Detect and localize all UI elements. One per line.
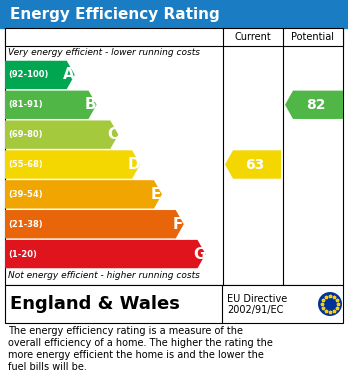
Bar xyxy=(5,28,343,46)
Text: (21-38): (21-38) xyxy=(8,220,42,229)
Text: The energy efficiency rating is a measure of the: The energy efficiency rating is a measur… xyxy=(8,326,243,336)
Text: Current: Current xyxy=(235,32,271,42)
Text: (1-20): (1-20) xyxy=(8,249,37,258)
Text: overall efficiency of a home. The higher the rating the: overall efficiency of a home. The higher… xyxy=(8,338,273,348)
Polygon shape xyxy=(5,61,75,89)
Text: G: G xyxy=(193,247,206,262)
Text: fuel bills will be.: fuel bills will be. xyxy=(8,362,87,372)
Polygon shape xyxy=(5,180,162,208)
Text: Not energy efficient - higher running costs: Not energy efficient - higher running co… xyxy=(8,271,200,280)
Polygon shape xyxy=(5,240,206,268)
Text: (81-91): (81-91) xyxy=(8,100,42,109)
Text: (69-80): (69-80) xyxy=(8,130,42,139)
Text: B: B xyxy=(85,97,96,112)
Text: F: F xyxy=(173,217,183,232)
Text: D: D xyxy=(128,157,141,172)
Text: (39-54): (39-54) xyxy=(8,190,42,199)
Text: E: E xyxy=(151,187,161,202)
Text: England & Wales: England & Wales xyxy=(10,295,180,313)
Bar xyxy=(5,28,343,285)
Polygon shape xyxy=(225,150,281,179)
Bar xyxy=(0,0,348,28)
Text: EU Directive: EU Directive xyxy=(227,294,287,304)
Polygon shape xyxy=(5,210,184,239)
Polygon shape xyxy=(285,91,343,119)
Text: A: A xyxy=(63,67,74,83)
Text: (55-68): (55-68) xyxy=(8,160,43,169)
Text: more energy efficient the home is and the lower the: more energy efficient the home is and th… xyxy=(8,350,264,360)
Circle shape xyxy=(318,292,342,316)
Polygon shape xyxy=(5,120,118,149)
Text: C: C xyxy=(107,127,118,142)
Text: 63: 63 xyxy=(245,158,264,172)
Polygon shape xyxy=(5,91,96,119)
Polygon shape xyxy=(5,150,140,179)
Bar xyxy=(5,285,343,323)
Text: (92-100): (92-100) xyxy=(8,70,48,79)
Text: 82: 82 xyxy=(306,98,326,112)
Text: Potential: Potential xyxy=(292,32,334,42)
Text: Very energy efficient - lower running costs: Very energy efficient - lower running co… xyxy=(8,48,200,57)
Text: Energy Efficiency Rating: Energy Efficiency Rating xyxy=(10,7,220,22)
Text: 2002/91/EC: 2002/91/EC xyxy=(227,305,283,315)
